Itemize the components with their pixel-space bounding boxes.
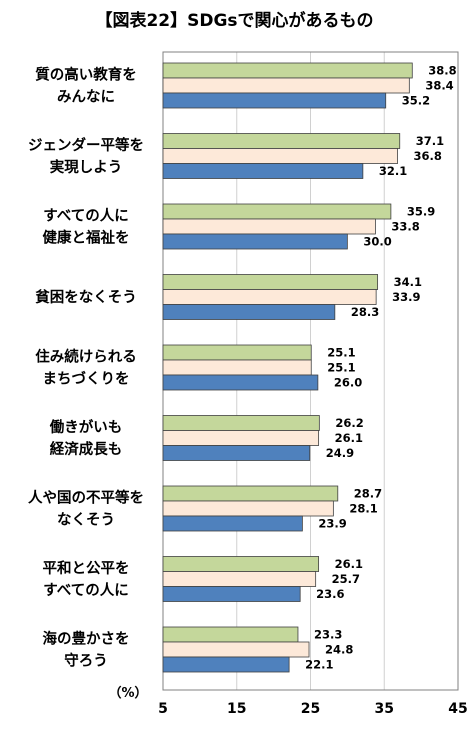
bar: [162, 641, 310, 658]
bar: [162, 430, 320, 446]
bar: [162, 626, 299, 643]
bar: [162, 133, 401, 149]
category-label: 働きがいも: [49, 418, 123, 436]
bar: [162, 445, 311, 461]
bar: [162, 218, 376, 235]
data-label: 22.1: [305, 658, 333, 672]
bar: [162, 415, 320, 431]
data-label: 33.8: [391, 220, 419, 234]
unit-label: （%）: [108, 685, 147, 701]
data-label: 26.1: [335, 431, 363, 445]
bar: [162, 374, 319, 391]
bar: [162, 274, 379, 290]
category-label: 守ろう: [64, 652, 108, 670]
bar: [162, 344, 312, 361]
data-label: 35.2: [402, 94, 430, 108]
data-label: 28.1: [349, 502, 377, 516]
data-label: 24.9: [326, 446, 354, 460]
category-label: 海の豊かさを: [43, 630, 130, 648]
bar: [162, 92, 387, 109]
data-label: 35.9: [407, 205, 435, 219]
category-label: 実現しよう: [50, 158, 123, 176]
data-label: 25.7: [332, 572, 360, 586]
x-tick-label: 15: [227, 701, 246, 717]
data-label: 26.2: [335, 416, 363, 430]
data-label: 26.1: [335, 557, 363, 571]
category-label: 健康と福祉を: [43, 229, 130, 247]
bar: [162, 62, 413, 79]
category-label: ジェンダー平等を: [28, 136, 144, 154]
bar: [162, 515, 303, 532]
bar: [162, 148, 398, 164]
category-label: 質の高い教育を: [35, 66, 137, 84]
data-label: 28.3: [351, 305, 379, 319]
data-label: 23.6: [316, 587, 344, 601]
data-label: 25.1: [327, 361, 355, 375]
data-label: 26.0: [334, 376, 362, 390]
data-label: 38.4: [425, 79, 453, 93]
bar: [162, 359, 312, 376]
category-label: 貧困をなくそう: [35, 288, 137, 306]
x-tick-label: 35: [375, 701, 394, 717]
category-label: すべての人に: [43, 208, 128, 225]
category-label: まちづくりを: [43, 371, 130, 388]
data-label: 25.1: [327, 346, 355, 360]
bar: [162, 656, 290, 673]
bar: [162, 485, 339, 502]
category-label: なくそう: [57, 512, 115, 529]
x-tick-label: 5: [158, 701, 168, 717]
bar: [162, 163, 364, 179]
bar: [162, 586, 301, 602]
bar: [162, 304, 336, 320]
data-label: 23.9: [318, 517, 346, 531]
bar: [162, 233, 348, 250]
bar: [162, 77, 410, 94]
bar: [162, 500, 334, 517]
data-label: 24.8: [325, 643, 353, 657]
data-label: 28.7: [354, 487, 382, 501]
x-tick-label: 45: [448, 701, 467, 717]
bar: [162, 289, 377, 305]
data-label: 30.0: [363, 235, 391, 249]
category-label: 経済成長も: [50, 440, 123, 458]
data-label: 32.1: [379, 164, 407, 178]
category-label: みんなに: [57, 89, 115, 106]
data-label: 23.3: [314, 628, 342, 642]
data-label: 37.1: [416, 134, 444, 148]
data-label: 33.9: [392, 290, 420, 304]
bar: [162, 203, 392, 220]
category-label: 平和と公平を: [43, 560, 130, 577]
category-label: 人や国の不平等を: [28, 489, 144, 507]
category-label: すべての人に: [43, 582, 128, 599]
bar: [162, 571, 317, 587]
chart-title: 【図表22】SDGsで関心があるもの: [95, 11, 374, 31]
data-label: 38.8: [428, 64, 456, 78]
x-tick-label: 25: [301, 701, 320, 717]
bar: [162, 556, 320, 572]
data-label: 34.1: [394, 275, 422, 289]
data-label: 36.8: [414, 149, 442, 163]
category-label: 住み続けられる: [35, 348, 137, 366]
